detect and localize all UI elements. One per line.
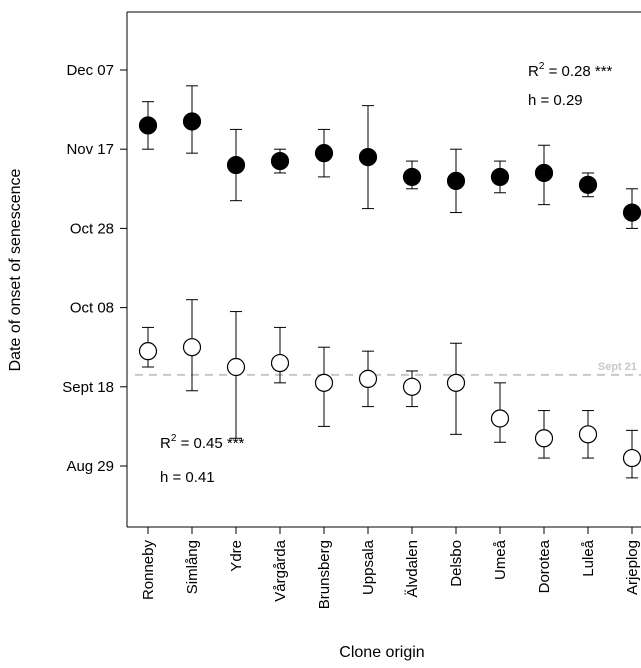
x-tick-label: Älvdalen (404, 540, 421, 598)
filled-data-point (182, 112, 202, 131)
open-data-point (578, 425, 598, 444)
x-tick-label: Brunsberg (316, 540, 333, 609)
x-tick-label: Arjeplog (624, 540, 641, 595)
filled-data-point (446, 171, 466, 190)
y-tick-label: Oct 28 (70, 220, 114, 237)
y-axis-ticks: Aug 29 Sept 18 Oct 08 Oct 28 Nov 17 Dec 07 (62, 62, 127, 475)
reference-line-label: Sept 21 (598, 361, 637, 373)
open-data-point (182, 338, 202, 357)
filled-data-point (314, 144, 334, 163)
open-data-point (490, 409, 510, 428)
series-2 (138, 299, 641, 479)
filled-data-point (490, 167, 510, 187)
open-data-point (138, 342, 158, 361)
y-tick-label: Dec 07 (66, 62, 114, 79)
annotation-top-right: R2 = 0.28 *** h = 0.29 (528, 61, 613, 109)
filled-data-point (138, 116, 158, 135)
plot-frame (126, 11, 641, 528)
x-tick-label: Vårgårda (272, 539, 289, 601)
h-annotation-bottom: h = 0.41 (160, 469, 215, 486)
filled-data-point (226, 155, 246, 175)
open-data-point (358, 369, 378, 388)
x-axis-title: Clone origin (339, 644, 424, 661)
filled-data-point (578, 175, 598, 194)
y-tick-label: Nov 17 (66, 141, 114, 158)
filled-data-point (402, 167, 422, 187)
x-tick-label: Uppsala (360, 539, 377, 595)
y-tick-label: Aug 29 (66, 458, 114, 475)
annotation-bottom-left: R2 = 0.45 *** h = 0.41 (160, 433, 245, 486)
r2-annotation-top: R2 = 0.28 *** (528, 61, 613, 80)
open-data-point (622, 448, 641, 468)
open-data-point (270, 353, 290, 373)
filled-data-point (358, 148, 378, 167)
x-tick-label: Ronneby (140, 540, 157, 601)
open-data-point (314, 373, 334, 392)
filled-data-point (534, 163, 554, 183)
x-tick-label: Luleå (580, 539, 597, 576)
open-data-point (446, 373, 466, 392)
x-tick-label: Umeå (492, 539, 509, 580)
y-tick-label: Sept 18 (62, 379, 114, 396)
x-tick-label: Delsbo (448, 540, 465, 587)
filled-data-point (622, 203, 641, 222)
y-tick-label: Oct 08 (70, 300, 114, 317)
y-axis-title: Date of onset of senescence (7, 169, 24, 372)
series-1 (138, 85, 641, 229)
x-axis-ticks: Ronneby Simlång Ydre Vårgårda Brunsberg Uppsa… (140, 527, 641, 609)
h-annotation-top: h = 0.29 (528, 92, 583, 109)
x-tick-label: Simlång (184, 540, 201, 594)
open-data-point (402, 377, 422, 396)
open-data-point (534, 429, 554, 448)
filled-data-point (270, 151, 290, 171)
x-tick-label: Ydre (228, 540, 245, 572)
open-data-point (226, 357, 246, 377)
reference-line-group: Sept 21 (135, 361, 641, 376)
series-group (138, 85, 641, 479)
x-tick-label: Dorotea (536, 539, 553, 593)
r2-annotation-bottom: R2 = 0.45 *** (160, 433, 245, 452)
